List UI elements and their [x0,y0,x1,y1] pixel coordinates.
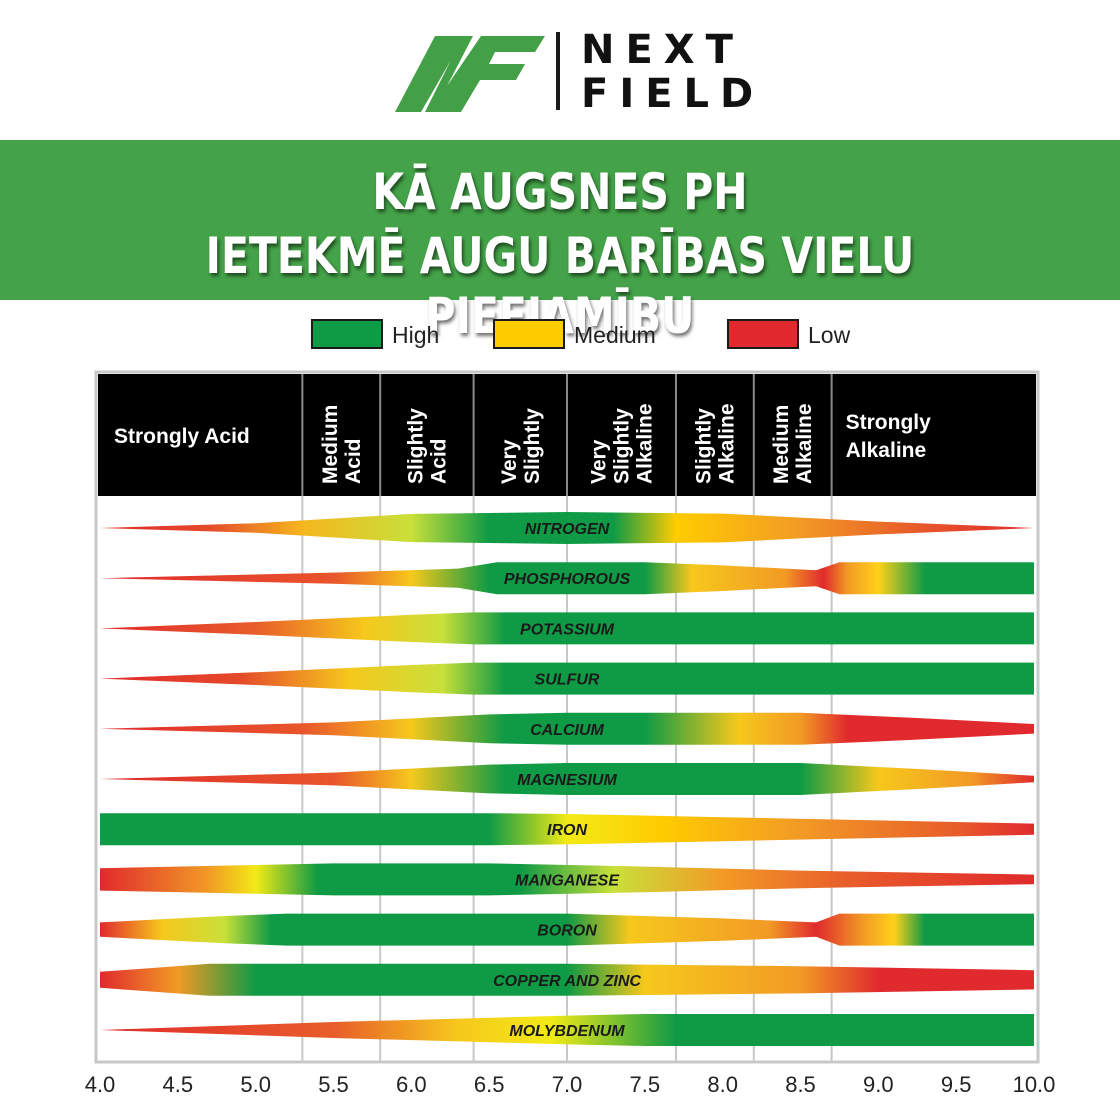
title-banner: KĀ AUGSNES PH IETEKMĒ AUGU BARĪBAS VIELU… [0,140,1120,345]
ph-zone: Strongly Acid [114,425,250,448]
legend-label: Low [808,322,851,348]
nutrient-band [100,612,1034,645]
legend-swatch [727,319,799,349]
zone-label: Alkaline [846,439,927,462]
ph-zone: Slightly Acid [379,374,450,496]
chart-legend: High Medium Low [311,319,851,349]
nutrient-row: MAGNESIUM [100,763,1034,795]
nutrient-band [100,963,1034,996]
brand-name-line2: FIELD [581,71,765,117]
nutrient-band [100,512,1034,544]
nutrient-row: POTASSIUM [100,612,1034,645]
legend-item-high: High [311,319,439,349]
x-tick-label: 4.0 [85,1072,116,1097]
nutrient-label: BORON [537,923,597,940]
zone-label: Slightly [692,408,715,484]
banner-title-line2: IETEKMĒ AUGU BARĪBAS VIELU PIEEJAMĪBU [205,227,915,345]
x-axis-ticks: 4.0 4.5 5.0 5.5 6.0 6.5 7.0 7.5 8.0 8.5 9.0 9.5 10.0 [85,1072,1056,1097]
legend-swatch [311,319,383,349]
nutrient-label: CALCIUM [530,722,604,739]
zone-label: Very [587,439,610,484]
zone-label: Medium [770,405,793,484]
nutrient-band [100,662,1034,695]
ph-zone: Very Slightly [472,374,544,496]
x-tick-label: 8.5 [785,1072,816,1097]
zone-label: Alkaline [715,403,738,484]
nutrient-row: NITROGEN [100,512,1034,544]
legend-label: Medium [574,322,656,348]
zone-label: Very [498,439,521,484]
zone-label: Strongly [846,411,931,434]
nutrient-band [100,863,1034,896]
banner-title-line1: KĀ AUGSNES PH [372,163,748,221]
x-tick-label: 4.5 [163,1072,194,1097]
nutrient-bands: NITROGEN PHOSPHOROUS POTASSIUM SULFUR CALCIU… [100,512,1034,1046]
ph-zone: Very Slightly Alkaline [566,374,656,496]
legend-item-medium: Medium [493,319,656,349]
x-tick-label: 6.0 [396,1072,427,1097]
legend-swatch [493,319,565,349]
legend-label: High [392,322,439,348]
ph-availability-chart: High Medium Low Strongly Acid Medium Acid Sli… [85,319,1056,1097]
x-tick-label: 9.5 [941,1072,972,1097]
zone-label: Slightly [404,408,427,484]
ph-zone: Medium Alkaline [752,374,816,496]
nutrient-row: IRON [100,813,1034,846]
logo-mark-icon [395,36,545,112]
x-tick-label: 8.0 [707,1072,738,1097]
nutrient-label: MANGANESE [515,872,620,889]
nutrient-row: MOLYBDENUM [100,1014,1034,1046]
zone-label: Strongly Acid [114,425,250,448]
nutrient-label: COPPER AND ZINC [493,973,641,990]
ph-zone: Slightly Alkaline [674,374,738,496]
x-tick-label: 7.0 [552,1072,583,1097]
nutrient-row: PHOSPHOROUS [100,562,1034,595]
zone-label: Acid [427,438,450,484]
nutrient-label: MOLYBDENUM [509,1023,625,1040]
zone-label: Alkaline [793,403,816,484]
nutrient-row: CALCIUM [100,712,1034,745]
nutrient-label: MAGNESIUM [517,772,617,789]
nutrient-label: IRON [547,822,587,839]
logo-divider [556,32,560,110]
x-tick-label: 7.5 [630,1072,661,1097]
nutrient-band [100,813,1034,846]
nutrient-band [100,562,1034,595]
nutrient-row: COPPER AND ZINC [100,963,1034,996]
brand-logo: NEXT FIELD [395,26,753,118]
x-tick-label: 5.5 [318,1072,349,1097]
nutrient-band [100,913,1034,946]
zone-label: Acid [342,438,365,484]
nutrient-label: NITROGEN [525,521,610,538]
nutrient-label: POTASSIUM [520,621,615,638]
zone-label: Slightly [610,408,633,484]
legend-item-low: Low [727,319,851,349]
nutrient-label: SULFUR [535,672,600,689]
zone-label: Medium [319,405,342,484]
x-tick-label: 6.5 [474,1072,505,1097]
nutrient-band [100,712,1034,745]
x-tick-label: 5.0 [240,1072,271,1097]
nutrient-row: SULFUR [100,662,1034,695]
ph-zone: Strongly Alkaline [830,374,931,496]
zone-label: Slightly [521,408,544,484]
zone-label: Alkaline [633,403,656,484]
brand-name-line1: NEXT [581,27,744,73]
nutrient-row: BORON [100,913,1034,946]
ph-zone: Medium Acid [301,374,365,496]
x-tick-label: 10.0 [1013,1072,1056,1097]
nutrient-row: MANGANESE [100,863,1034,896]
nutrient-label: PHOSPHOROUS [504,571,631,588]
nutrient-band [100,1014,1034,1046]
x-tick-label: 9.0 [863,1072,894,1097]
ph-zone-header: Strongly Acid Medium Acid Slightly Acid Very S… [98,374,1036,496]
nutrient-band [100,763,1034,795]
